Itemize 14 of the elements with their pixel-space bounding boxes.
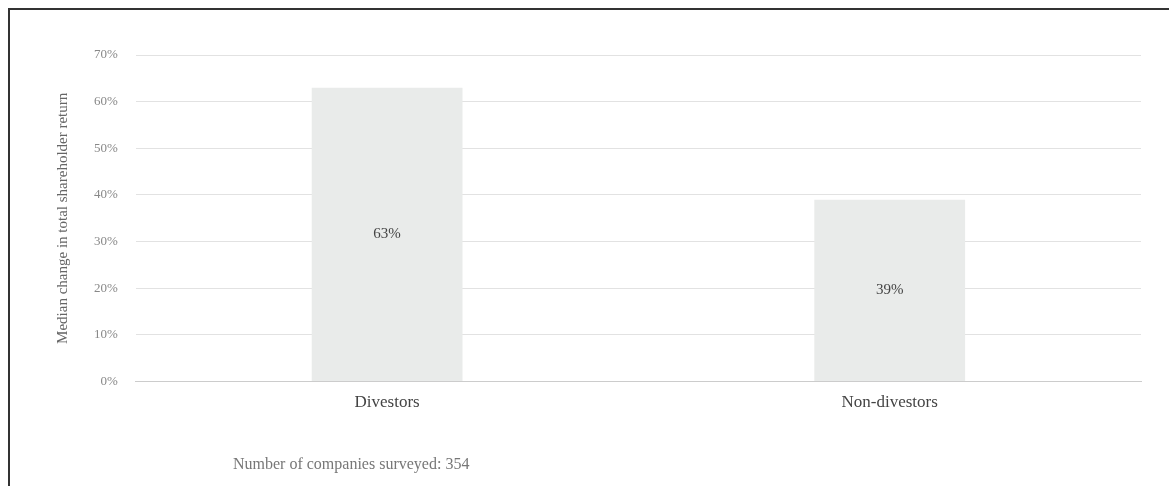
y-tick-label: 60% <box>93 93 118 109</box>
text: Number of companies surveyed: 354 <box>233 455 470 474</box>
y-tick-label: 0% <box>100 373 118 389</box>
y-tick-label: 50% <box>93 139 118 155</box>
y-tick-label: 70% <box>93 46 118 62</box>
y-tick-label: 20% <box>93 279 118 295</box>
y-tick-label: 10% <box>93 326 118 342</box>
y-tick-label: 30% <box>93 233 118 249</box>
data-label: 63% <box>373 225 401 242</box>
y-axis-title: Median change in total shareholder return <box>53 92 70 344</box>
y-tick-label: 40% <box>93 186 118 202</box>
data-label: 39% <box>875 281 904 298</box>
x-tick-label: Divestors <box>354 392 420 412</box>
x-tick-label: Non-divestors <box>841 392 938 412</box>
